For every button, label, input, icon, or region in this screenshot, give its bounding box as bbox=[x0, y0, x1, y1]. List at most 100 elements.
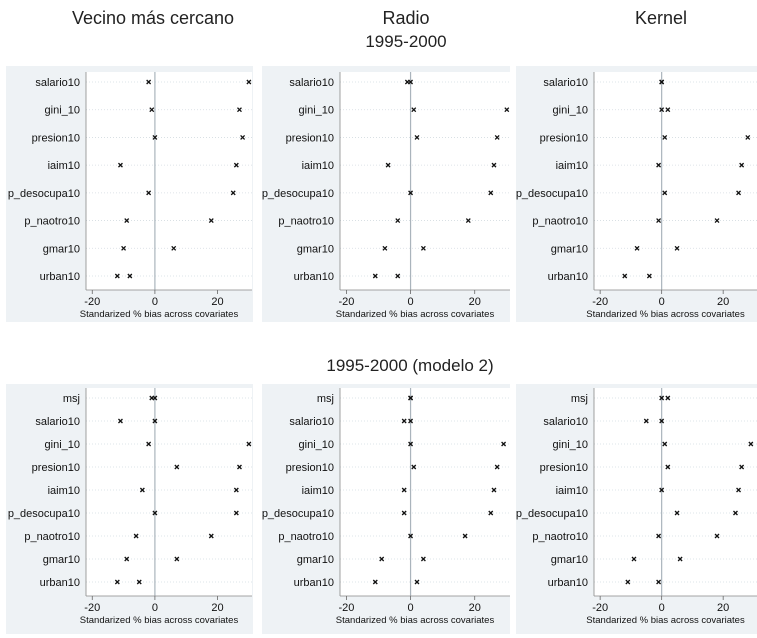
panel-5-category-label: salario10 bbox=[543, 416, 588, 428]
panel-0-category-label: urban10 bbox=[40, 271, 80, 283]
panel-5-point-marker bbox=[659, 395, 665, 401]
panel-1-point-marker bbox=[504, 107, 510, 113]
panel-0-point-marker bbox=[117, 162, 123, 168]
panel-1-point-marker bbox=[488, 190, 494, 196]
panel-1-point-marker bbox=[494, 134, 500, 140]
panel-2-category-label: p_naotro10 bbox=[532, 216, 588, 228]
panel-2-category-label: presion10 bbox=[540, 132, 588, 144]
panel-1-point-marker bbox=[408, 190, 414, 196]
panel-4-plot-area bbox=[340, 388, 510, 596]
panel-0-point-marker bbox=[121, 245, 127, 251]
panel-4-x-axis-label: Standarized % bias across covariates bbox=[336, 615, 495, 626]
panel-3-point-marker bbox=[117, 418, 123, 424]
panel-2-point-marker bbox=[622, 273, 628, 279]
panel-4-point-marker bbox=[420, 556, 426, 562]
panel-1-category-label: urban10 bbox=[294, 271, 334, 283]
panel-2-point-marker bbox=[656, 218, 662, 224]
panel-5-point-marker bbox=[643, 418, 649, 424]
panel-5-point-marker bbox=[674, 510, 680, 516]
panel-2-plot-area bbox=[594, 72, 757, 290]
panel-4-point-marker bbox=[414, 579, 420, 585]
panel-1-point-marker bbox=[395, 218, 401, 224]
panel-0-category-label: p_desocupa10 bbox=[8, 188, 80, 200]
panel-5-category-label: gini_10 bbox=[553, 439, 588, 451]
column-title-kernel: Kernel bbox=[634, 8, 688, 28]
panel-4-point-marker bbox=[401, 418, 407, 424]
panel-1-point-marker bbox=[385, 162, 391, 168]
panel-4-point-marker bbox=[488, 510, 494, 516]
panel-1-category-label: salario10 bbox=[289, 77, 334, 89]
panel-2-point-marker bbox=[674, 245, 680, 251]
panel-5-point-marker bbox=[739, 464, 745, 470]
panel-2-point-marker bbox=[662, 134, 668, 140]
panel-5-point-marker bbox=[631, 556, 637, 562]
panel-5-point-marker bbox=[656, 533, 662, 539]
panel-0-category-label: presion10 bbox=[32, 132, 80, 144]
panel-0-category-label: p_naotro10 bbox=[24, 216, 80, 228]
panel-5-category-label: urban10 bbox=[548, 577, 588, 589]
panel-0-point-marker bbox=[152, 134, 158, 140]
panel-3-category-label: p_naotro10 bbox=[24, 531, 80, 543]
panel-1-category-label: iaim10 bbox=[302, 160, 334, 172]
panel-0-category-label: salario10 bbox=[35, 77, 80, 89]
panel-4-category-label: p_desocupa10 bbox=[262, 508, 334, 520]
panel-3-category-label: salario10 bbox=[35, 416, 80, 428]
panel-4-category-label: iaim10 bbox=[302, 485, 334, 497]
panel-5-category-label: p_naotro10 bbox=[532, 531, 588, 543]
panel-2-category-label: gini_10 bbox=[553, 105, 588, 117]
panel-4-category-label: presion10 bbox=[286, 462, 334, 474]
panel-3-point-marker bbox=[124, 556, 130, 562]
panel-2-category-label: salario10 bbox=[543, 77, 588, 89]
panel-5-point-marker bbox=[659, 418, 665, 424]
panel-0-point-marker bbox=[127, 273, 133, 279]
panel-0-x-tick-label: 0 bbox=[152, 296, 158, 308]
panel-0-category-label: gmar10 bbox=[43, 243, 80, 255]
panel-3-category-label: presion10 bbox=[32, 462, 80, 474]
panel-1-category-label: presion10 bbox=[286, 132, 334, 144]
panel-4-point-marker bbox=[408, 533, 414, 539]
panel-3-category-label: msj bbox=[63, 393, 80, 405]
panel-5-x-axis-label: Standarized % bias across covariates bbox=[586, 615, 745, 626]
panel-0-point-marker bbox=[237, 107, 242, 113]
panel-4-point-marker bbox=[491, 487, 497, 493]
panel-3-x-tick-label: 0 bbox=[152, 602, 158, 614]
panel-4-point-marker bbox=[401, 510, 407, 516]
panel-4-point-marker bbox=[372, 579, 378, 585]
panel-0-category-label: iaim10 bbox=[48, 160, 80, 172]
panel-5-category-label: iaim10 bbox=[556, 485, 588, 497]
panel-0-category-label: gini_10 bbox=[45, 105, 80, 117]
panel-3-point-marker bbox=[237, 464, 242, 470]
panel-3-category-label: p_desocupa10 bbox=[8, 508, 80, 520]
panel-5-point-marker bbox=[733, 510, 738, 516]
panel-1-x-axis-label: Standarized % bias across covariates bbox=[336, 309, 495, 320]
panel-5-category-label: p_desocupa10 bbox=[516, 508, 588, 520]
panel-3-point-marker bbox=[114, 579, 120, 585]
panel-3-point-marker bbox=[208, 533, 214, 539]
panel-4-category-label: salario10 bbox=[289, 416, 334, 428]
panel-3-point-marker bbox=[146, 441, 152, 447]
panel-5-point-marker bbox=[736, 487, 742, 493]
panel-1-x-tick-label: -20 bbox=[338, 296, 354, 308]
column-title-radio: Radio bbox=[382, 8, 430, 28]
panel-2-point-marker bbox=[714, 218, 720, 224]
panel-1-x-tick-label: 20 bbox=[469, 296, 481, 308]
panel-2-category-label: gmar10 bbox=[551, 243, 588, 255]
period-title-top: 1995-2000 bbox=[365, 32, 447, 51]
panel-1-category-label: p_naotro10 bbox=[278, 216, 334, 228]
panel-5-point-marker bbox=[748, 441, 754, 447]
panel-3-point-marker bbox=[152, 418, 158, 424]
panel-3-x-tick-label: -20 bbox=[84, 602, 100, 614]
panel-1-point-marker bbox=[414, 134, 420, 140]
panel-2-point-marker bbox=[745, 134, 751, 140]
panel-4-point-marker bbox=[501, 441, 507, 447]
panel-5-category-label: gmar10 bbox=[551, 554, 588, 566]
panel-0-plot-area bbox=[86, 72, 252, 290]
panel-1-point-marker bbox=[382, 245, 388, 251]
panel-3-point-marker bbox=[152, 395, 158, 401]
period-title-bottom: 1995-2000 (modelo 2) bbox=[326, 356, 494, 375]
panel-2-point-marker bbox=[736, 190, 742, 196]
panel-3-category-label: urban10 bbox=[40, 577, 80, 589]
panel-1-point-marker bbox=[408, 79, 414, 85]
panel-3-point-marker bbox=[139, 487, 145, 493]
panel-4-point-marker bbox=[408, 418, 414, 424]
